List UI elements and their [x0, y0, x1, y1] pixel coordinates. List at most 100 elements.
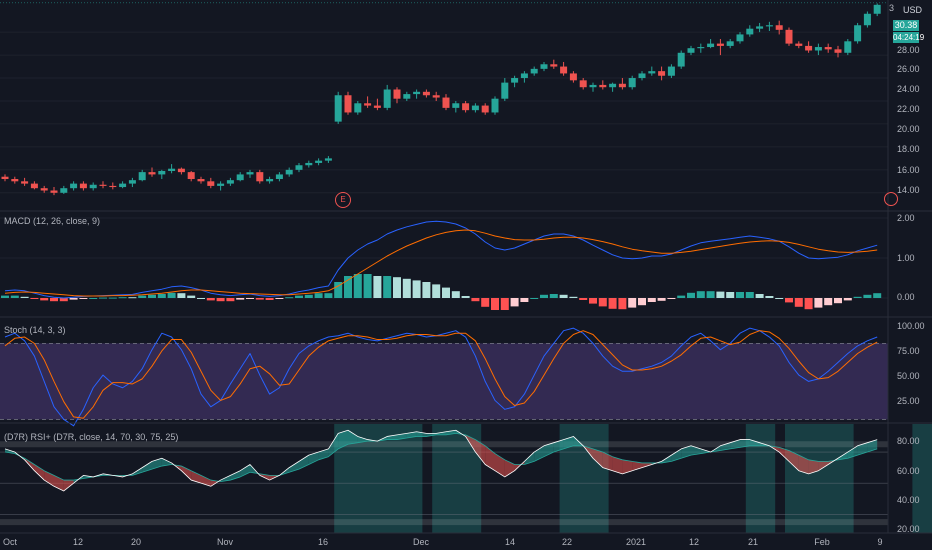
macd-histogram-bar — [736, 292, 744, 298]
candle-body — [746, 28, 754, 35]
macd-histogram-bar — [324, 293, 333, 298]
candle-body — [491, 98, 499, 113]
rsi-fill-segment — [348, 430, 358, 445]
macd-histogram-bar — [785, 298, 793, 303]
macd-histogram-bar — [628, 298, 637, 308]
rsi-line — [4, 429, 878, 492]
macd-histogram-bar — [353, 274, 362, 298]
macd-histogram-bar — [304, 294, 313, 298]
pane-separators — [0, 0, 932, 534]
rsi-pane — [0, 429, 888, 526]
macd-histogram-bar — [128, 297, 137, 299]
macd-histogram-bar — [726, 292, 735, 298]
candle-body — [138, 172, 146, 181]
rsi-lower-band — [0, 519, 888, 526]
candle-body — [295, 165, 303, 170]
candle-body — [354, 103, 362, 113]
time-tick: 2021 — [625, 537, 647, 547]
macd-histogram-bar — [216, 298, 225, 302]
candle-body — [707, 43, 715, 48]
candle-body — [814, 47, 822, 51]
macd-histogram-bar — [843, 298, 852, 301]
macd-histogram-bar — [255, 298, 264, 300]
candle-body — [256, 172, 264, 182]
signal-line — [4, 229, 878, 297]
macd-histogram-bar — [540, 294, 548, 298]
candle-body — [658, 71, 666, 76]
earnings-marker[interactable]: E — [335, 192, 351, 208]
candle-body — [413, 91, 421, 95]
rsi-fill-segment — [798, 455, 809, 474]
macd-line — [4, 220, 878, 299]
rsi-tick: 80.00 — [897, 436, 920, 446]
candle-body — [266, 179, 274, 182]
candle-body — [765, 25, 773, 27]
macd-histogram-bar — [579, 298, 588, 300]
earnings-marker-partial[interactable] — [884, 192, 898, 206]
macd-histogram-bar — [667, 298, 676, 299]
rsi-fill-segment — [230, 470, 241, 481]
macd-histogram-bar — [148, 294, 156, 298]
macd-pane — [1, 220, 882, 310]
rsi-highlight-zones — [334, 424, 932, 533]
rsi-fill-segment — [495, 453, 505, 477]
macd-histogram-bar — [20, 296, 29, 298]
candle-body — [540, 64, 548, 69]
candle-body — [187, 172, 195, 180]
macd-histogram-bar — [295, 295, 303, 298]
rsi-fill-segment — [181, 466, 192, 481]
macd-histogram-bar — [716, 291, 725, 298]
macd-histogram-bar — [363, 274, 372, 298]
candle-body — [393, 89, 401, 99]
rsi-title[interactable]: (D7R) RSI+ (D7R, close, 14, 70, 30, 75, … — [4, 432, 179, 442]
macd-histogram-bar — [569, 296, 578, 298]
macd-histogram-bar — [853, 296, 862, 298]
rsi-fill-segment — [191, 470, 201, 484]
candle-body — [824, 47, 832, 50]
candle-body — [373, 105, 381, 108]
candle-body — [873, 4, 881, 14]
rsi-fill-segment — [720, 442, 731, 451]
candle-body — [756, 26, 764, 29]
macd-histogram-bar — [108, 297, 117, 299]
candle-body — [315, 160, 323, 163]
candle-body — [863, 13, 871, 26]
macd-histogram-bar — [285, 297, 294, 299]
macd-histogram-bar — [226, 298, 235, 302]
stoch-k-line — [4, 327, 878, 427]
rsi-fill-segment — [612, 456, 623, 474]
candle-body — [158, 170, 166, 175]
macd-histogram-bar — [755, 294, 764, 298]
macd-histogram-bar — [461, 296, 470, 298]
macd-tick: 2.00 — [897, 213, 915, 223]
macd-histogram-bar — [177, 293, 186, 298]
candle-body — [795, 43, 803, 46]
candle-body — [128, 180, 136, 184]
rsi-fill-segment — [544, 442, 554, 457]
candle-body — [579, 80, 587, 88]
candle-body — [569, 73, 577, 81]
candle-body — [177, 168, 185, 173]
candle-body — [344, 95, 352, 113]
candle-body — [726, 41, 734, 46]
rsi-average-line — [4, 432, 878, 483]
candle-body — [462, 103, 470, 111]
time-tick: 20 — [130, 537, 142, 547]
candle-body — [638, 73, 646, 79]
price-candles — [1, 3, 881, 196]
macd-histogram-bar — [138, 295, 147, 298]
rsi-highlight-zone — [785, 424, 854, 533]
countdown-tag: 04:24:19 — [893, 32, 925, 43]
rsi-fill-segment — [63, 480, 74, 491]
candle-body — [119, 183, 127, 188]
macd-title[interactable]: MACD (12, 26, close, 9) — [4, 216, 101, 226]
candle-body — [628, 78, 636, 88]
macd-histogram-bar — [187, 295, 196, 298]
macd-histogram-bar — [500, 298, 509, 310]
candle-body — [364, 103, 372, 106]
stoch-title[interactable]: Stoch (14, 3, 3) — [4, 325, 66, 335]
candle-body — [236, 174, 244, 181]
macd-histogram-bar — [89, 298, 98, 299]
rsi-fill-segment — [749, 439, 760, 446]
